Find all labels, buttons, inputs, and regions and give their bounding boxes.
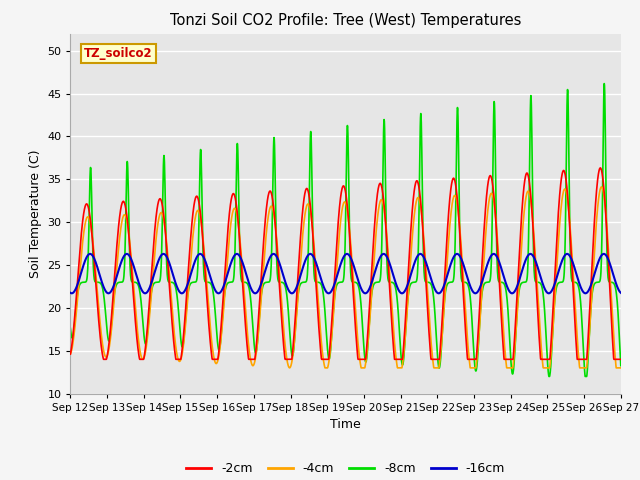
Line: -8cm: -8cm bbox=[70, 84, 621, 376]
-2cm bbox=[509, 357, 517, 362]
-2cm bbox=[617, 357, 625, 362]
-16cm bbox=[67, 290, 74, 296]
-2cm bbox=[67, 351, 74, 357]
-2cm bbox=[596, 165, 604, 171]
-8cm bbox=[545, 373, 553, 379]
-4cm bbox=[598, 184, 605, 190]
-2cm bbox=[169, 332, 177, 338]
-4cm bbox=[351, 302, 359, 308]
Y-axis label: Soil Temperature (C): Soil Temperature (C) bbox=[29, 149, 42, 278]
-2cm bbox=[593, 184, 601, 190]
-8cm bbox=[509, 371, 516, 377]
-4cm bbox=[217, 341, 225, 347]
-4cm bbox=[67, 351, 74, 357]
Line: -4cm: -4cm bbox=[70, 187, 621, 368]
-2cm bbox=[351, 318, 359, 324]
Line: -2cm: -2cm bbox=[70, 168, 621, 360]
-16cm bbox=[86, 251, 94, 257]
-16cm bbox=[170, 273, 177, 279]
-8cm bbox=[217, 339, 225, 345]
-8cm bbox=[617, 363, 625, 369]
-16cm bbox=[617, 290, 625, 296]
-16cm bbox=[217, 288, 225, 294]
-2cm bbox=[408, 206, 416, 212]
-4cm bbox=[593, 214, 601, 219]
-8cm bbox=[600, 81, 608, 86]
-16cm bbox=[409, 266, 417, 272]
-8cm bbox=[67, 325, 74, 331]
-2cm bbox=[100, 357, 108, 362]
-4cm bbox=[617, 365, 625, 371]
-4cm bbox=[408, 233, 416, 239]
-4cm bbox=[169, 315, 177, 321]
-4cm bbox=[509, 363, 517, 369]
-4cm bbox=[321, 365, 329, 371]
Text: TZ_soilco2: TZ_soilco2 bbox=[84, 47, 153, 60]
-16cm bbox=[68, 290, 76, 296]
-8cm bbox=[408, 280, 416, 286]
-8cm bbox=[593, 279, 601, 285]
Line: -16cm: -16cm bbox=[70, 254, 621, 293]
-16cm bbox=[593, 263, 601, 268]
Title: Tonzi Soil CO2 Profile: Tree (West) Temperatures: Tonzi Soil CO2 Profile: Tree (West) Temp… bbox=[170, 13, 522, 28]
Legend: -2cm, -4cm, -8cm, -16cm: -2cm, -4cm, -8cm, -16cm bbox=[181, 457, 510, 480]
X-axis label: Time: Time bbox=[330, 418, 361, 431]
-2cm bbox=[217, 328, 225, 334]
-16cm bbox=[509, 290, 517, 296]
-8cm bbox=[169, 280, 177, 286]
-16cm bbox=[351, 268, 359, 274]
-8cm bbox=[351, 279, 358, 285]
